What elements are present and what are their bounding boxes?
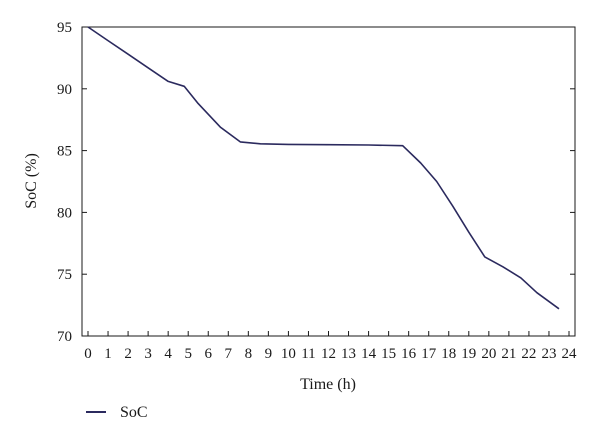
x-tick-label: 23 bbox=[541, 346, 556, 362]
y-axis: 70 75 80 85 90 95 bbox=[57, 20, 575, 345]
x-tick-label: 18 bbox=[441, 346, 456, 362]
x-axis: 0 1 2 3 4 5 6 7 8 9 10 11 12 13 14 15 16 17 18 19 20 21 22 23 24 bbox=[84, 331, 577, 362]
x-tick-label: 3 bbox=[144, 346, 152, 362]
y-tick-label: 85 bbox=[57, 144, 72, 160]
legend-label-soc: SoC bbox=[120, 404, 148, 421]
y-tick-label: 75 bbox=[57, 267, 72, 283]
x-tick-label: 20 bbox=[481, 346, 496, 362]
x-tick-label: 6 bbox=[205, 346, 213, 362]
x-tick-label: 21 bbox=[501, 346, 516, 362]
series-line-soc bbox=[87, 26, 560, 310]
x-tick-label: 24 bbox=[562, 346, 578, 362]
x-tick-label: 13 bbox=[341, 346, 356, 362]
x-tick-label: 0 bbox=[84, 346, 92, 362]
x-tick-label: 22 bbox=[521, 346, 536, 362]
x-tick-label: 4 bbox=[164, 346, 172, 362]
y-tick-label: 70 bbox=[57, 329, 72, 345]
legend: SoC bbox=[86, 404, 148, 421]
y-tick-label: 90 bbox=[57, 82, 72, 98]
x-tick-label: 12 bbox=[321, 346, 336, 362]
x-tick-label: 7 bbox=[225, 346, 233, 362]
x-tick-label: 8 bbox=[245, 346, 253, 362]
x-tick-label: 15 bbox=[381, 346, 396, 362]
y-tick-label: 95 bbox=[57, 20, 72, 36]
x-tick-label: 11 bbox=[301, 346, 315, 362]
x-tick-label: 10 bbox=[281, 346, 296, 362]
x-tick-label: 16 bbox=[401, 346, 417, 362]
x-tick-label: 19 bbox=[461, 346, 476, 362]
x-axis-title: Time (h) bbox=[300, 376, 356, 393]
x-tick-label: 17 bbox=[421, 346, 437, 362]
x-tick-label: 14 bbox=[361, 346, 377, 362]
series-layer bbox=[87, 26, 560, 310]
y-tick-label: 80 bbox=[57, 205, 72, 221]
y-axis-title: SoC (%) bbox=[23, 153, 40, 209]
x-tick-label: 2 bbox=[124, 346, 132, 362]
x-tick-label: 5 bbox=[184, 346, 192, 362]
x-tick-label: 1 bbox=[104, 346, 112, 362]
x-tick-label: 9 bbox=[265, 346, 273, 362]
